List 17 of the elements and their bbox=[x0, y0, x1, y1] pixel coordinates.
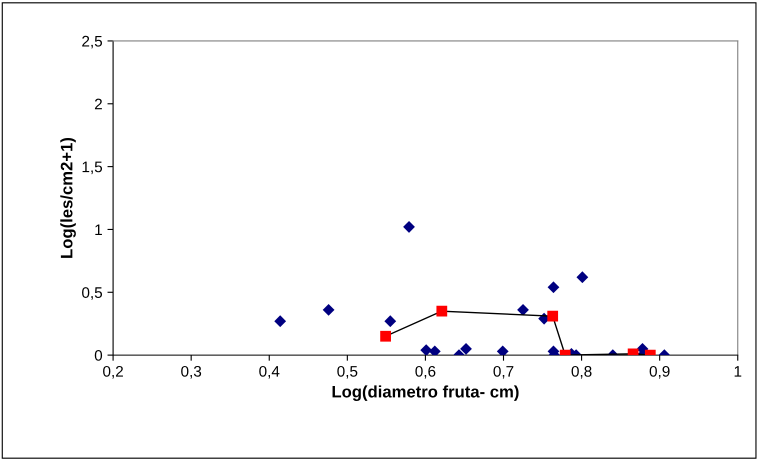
x-tick-label: 0,3 bbox=[181, 366, 202, 379]
y-tick-label: 2,5 bbox=[82, 36, 102, 48]
x-tick-label: 0,7 bbox=[493, 366, 514, 379]
x-tick-label: 0,8 bbox=[572, 366, 592, 379]
y-tick-label: 0,5 bbox=[82, 287, 102, 300]
x-tick-label: 0,9 bbox=[650, 366, 670, 379]
x-tick-label: 0,5 bbox=[337, 366, 358, 379]
x-tick-label: 0,4 bbox=[259, 366, 280, 379]
x-axis-title: Log(diametro fruta- cm) bbox=[332, 385, 519, 401]
x-tick-label: 0,2 bbox=[103, 366, 123, 379]
y-tick-label: 2 bbox=[94, 98, 102, 110]
y-tick-label: 1,5 bbox=[82, 162, 102, 174]
y-tick-label: 1 bbox=[95, 224, 102, 235]
y-axis-title: Log(les/cm2+1) bbox=[60, 138, 76, 258]
y-tick-label: 0 bbox=[94, 350, 102, 361]
x-tick-label: 0,6 bbox=[415, 366, 436, 379]
x-tick-label: 1 bbox=[734, 366, 742, 377]
